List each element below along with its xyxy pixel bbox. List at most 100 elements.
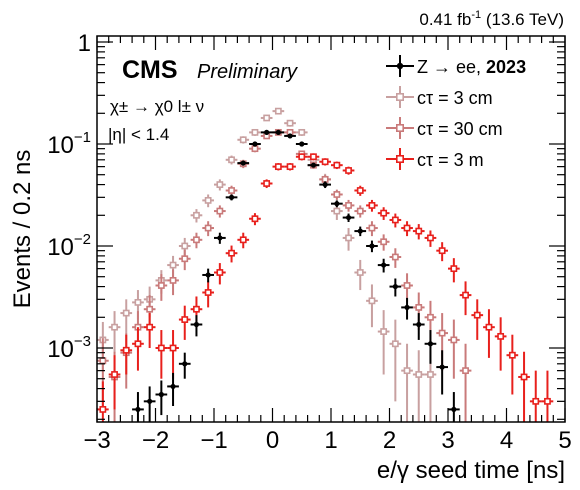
data-point: [401, 343, 413, 422]
data-point: [412, 350, 425, 422]
data-point: [132, 392, 144, 422]
preliminary-label: Preliminary: [197, 61, 298, 83]
legend-item-3: cτ = 3 m: [386, 148, 484, 170]
data-point: [401, 297, 413, 320]
plot-area: [97, 107, 554, 422]
data-point: [354, 185, 367, 196]
data-point: [529, 370, 542, 422]
data-point: [249, 213, 261, 226]
data-point: [225, 185, 238, 196]
legend: Z → ee, 2023 cτ = 3 cm cτ = 30 cm cτ = 3 m: [386, 55, 526, 170]
data-point: [284, 119, 296, 127]
data-point: [494, 317, 507, 371]
data-point: [412, 313, 425, 340]
data-point: [331, 161, 343, 170]
data-point: [319, 181, 331, 189]
data-point: [260, 114, 273, 122]
data-point: [214, 179, 226, 191]
legend-item-2: cτ = 30 cm: [386, 117, 503, 139]
data-point: [518, 351, 530, 422]
data-point: [331, 189, 343, 200]
series-3: [97, 153, 554, 422]
legend-label: cτ = 3 m: [417, 150, 484, 170]
axes: −3 −2 −1 0 1 2 3 4 5 1 10−1 10−2 10−3: [47, 30, 571, 454]
data-point: [354, 205, 367, 218]
process-label: χ± → χ0 l± ν: [110, 97, 204, 116]
data-point: [342, 166, 355, 175]
data-point: [272, 107, 285, 115]
energy-label: (13.6 TeV): [486, 10, 564, 29]
y-axis-label: Events / 0.2 ns: [9, 150, 36, 309]
data-point: [272, 163, 285, 171]
data-point: [342, 213, 355, 222]
data-point: [377, 310, 390, 375]
data-point: [295, 141, 308, 147]
x-tick-label: −3: [83, 427, 110, 454]
data-point: [237, 136, 250, 144]
y-tick-label: 10−1: [47, 129, 91, 159]
data-point: [249, 141, 261, 147]
data-point: [237, 160, 250, 166]
lumi-label: 0.41 fb-1 (13.6 TeV): [419, 9, 564, 29]
data-point: [295, 153, 308, 161]
data-point: [178, 352, 191, 379]
data-point: [366, 240, 378, 253]
plot-frame: [96, 35, 566, 423]
x-tick-label: 3: [441, 427, 454, 454]
data-point: [214, 263, 226, 285]
series-2: [97, 128, 472, 422]
legend-label: cτ = 30 cm: [417, 119, 503, 139]
data-point: [284, 133, 296, 139]
data-point: [202, 221, 214, 237]
data-point: [190, 209, 203, 223]
x-tick-label: 0: [266, 427, 279, 454]
data-point: [143, 313, 156, 348]
data-point: [319, 158, 331, 166]
data-point: [225, 194, 238, 201]
data-point: [167, 372, 179, 407]
data-point: [389, 278, 402, 297]
data-point: [132, 327, 144, 371]
data-point: [260, 129, 273, 135]
data-point: [389, 319, 402, 402]
data-point: [412, 224, 425, 240]
data-point: [401, 221, 413, 237]
data-point: [167, 255, 179, 277]
legend-item-1: cτ = 3 cm: [386, 86, 493, 108]
data-point: [401, 273, 413, 303]
data-point: [249, 128, 261, 136]
data-point: [190, 232, 203, 249]
data-point: [190, 315, 203, 337]
legend-label: cτ = 3 cm: [417, 88, 493, 108]
data-point: [354, 226, 367, 237]
data-point: [155, 330, 168, 379]
data-point: [178, 305, 191, 340]
data-point: [459, 343, 472, 422]
data-point: [272, 129, 285, 135]
data-point: [295, 128, 308, 136]
x-tick-label: 1: [324, 427, 337, 454]
data-point: [354, 259, 367, 291]
x-axis-label: e/γ seed time [ns]: [377, 457, 565, 484]
data-point: [237, 232, 250, 249]
data-point: [167, 269, 179, 296]
data-point: [108, 311, 121, 353]
data-point: [448, 258, 460, 283]
data-point: [483, 309, 495, 358]
data-point: [120, 299, 133, 334]
data-point: [202, 194, 214, 208]
data-point: [366, 199, 378, 212]
data-point: [155, 274, 168, 301]
data-point: [424, 330, 437, 364]
y-tick-label: 10−3: [47, 333, 91, 363]
data-point: [506, 334, 519, 395]
y-tick-label: 1: [78, 30, 91, 57]
data-point: [459, 281, 472, 316]
data-point: [342, 228, 355, 251]
data-point: [541, 370, 554, 422]
data-point: [202, 268, 214, 283]
data-point: [471, 299, 484, 340]
data-point: [377, 258, 390, 273]
data-point: [342, 199, 355, 212]
